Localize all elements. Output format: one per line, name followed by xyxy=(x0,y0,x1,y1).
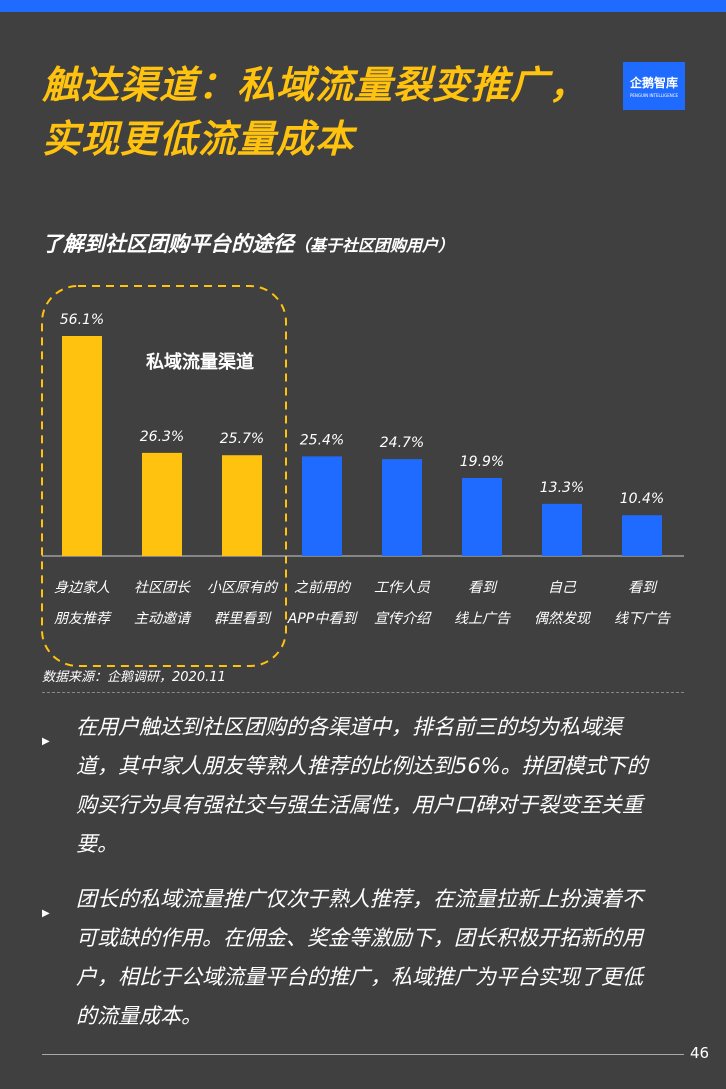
data-label: 56.1% xyxy=(60,312,104,328)
data-label: 26.3% xyxy=(140,429,184,445)
divider xyxy=(42,692,684,693)
footer-line xyxy=(42,1054,684,1055)
category-label: 小区原有的 xyxy=(207,580,279,596)
category-label: 看到 xyxy=(628,580,658,596)
category-label: 身边家人 xyxy=(54,580,110,596)
category-label: 线上广告 xyxy=(454,611,511,627)
category-label: 宣传介绍 xyxy=(374,611,432,627)
data-label: 25.4% xyxy=(300,432,344,448)
bar xyxy=(542,503,582,556)
bar xyxy=(222,455,262,556)
category-label: 自己 xyxy=(548,580,577,596)
logo: 企鹅智库 PENGUIN INTELLIGENCE xyxy=(623,62,685,110)
bar xyxy=(142,452,182,556)
highlight-box xyxy=(41,285,287,667)
triangle-icon: ▶ xyxy=(42,908,50,919)
top-bar xyxy=(0,0,726,12)
category-label: 偶然发现 xyxy=(534,611,592,627)
category-label: 群里看到 xyxy=(214,611,272,627)
bullet-1: ▶ 在用户触达到社区团购的各渠道中，排名前三的均为私域渠道，其中家人朋友等熟人推荐… xyxy=(42,715,648,856)
chart-title: 了解到社区团购平台的途径（基于社区团购用户） xyxy=(42,232,455,256)
bar xyxy=(462,477,502,556)
data-label: 10.4% xyxy=(620,491,664,507)
category-label: 之前用的 xyxy=(294,580,352,596)
page-title: 触达渠道：私域流量裂变推广， 实现更低流量成本 xyxy=(42,63,589,161)
bar xyxy=(62,336,102,556)
data-label: 13.3% xyxy=(540,480,584,496)
category-label: 线下广告 xyxy=(614,611,671,627)
bar xyxy=(382,459,422,556)
data-label: 25.7% xyxy=(220,431,264,447)
category-label: 工作人员 xyxy=(374,580,431,596)
category-label: 朋友推荐 xyxy=(54,611,112,627)
annotation-label: 私域流量渠道 xyxy=(146,351,254,373)
category-label: 看到 xyxy=(468,580,498,596)
category-label: 社区团长 xyxy=(134,580,191,596)
triangle-icon: ▶ xyxy=(42,736,50,747)
bullet-2: ▶ 团长的私域流量推广仅次于熟人推荐，在流量拉新上扮演着不可或缺的作用。在佣金、奖… xyxy=(42,887,643,1028)
data-label: 24.7% xyxy=(380,435,424,451)
category-label: 主动邀请 xyxy=(134,611,192,627)
data-label: 19.9% xyxy=(460,454,504,470)
page-number: 46 xyxy=(690,1044,710,1062)
bar xyxy=(622,515,662,556)
source-note: 数据来源：企鹅调研，2020.11 xyxy=(42,670,226,685)
category-label: APP中看到 xyxy=(287,611,358,627)
bar xyxy=(302,456,342,556)
